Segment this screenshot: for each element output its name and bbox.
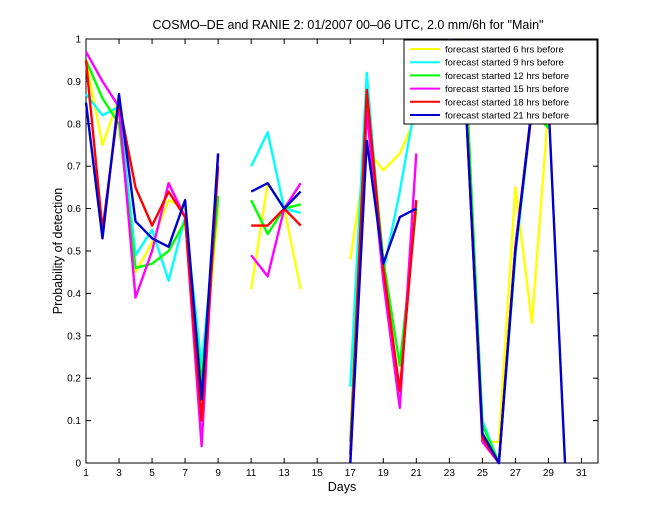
x-tick-label: 25 [477, 468, 489, 479]
y-tick-label: 0.1 [67, 416, 81, 427]
y-tick-label: 0 [75, 459, 81, 470]
y-tick-label: 0.8 [67, 119, 81, 130]
x-tick-label: 11 [246, 468, 257, 479]
x-tick-label: 21 [411, 468, 423, 479]
legend-box [403, 39, 598, 125]
y-tick-label: 0.2 [67, 374, 81, 385]
series-5-segment [251, 207, 302, 227]
x-axis-label: Days [328, 480, 356, 494]
series-2-segment [85, 93, 220, 367]
x-tick-label: 7 [182, 468, 188, 479]
x-tick-label: 3 [116, 468, 122, 479]
chart-title: COSMO–DE and RANIE 2: 01/2007 00–06 UTC,… [153, 18, 544, 32]
y-tick-label: 0.7 [67, 162, 81, 173]
x-tick-label: 15 [312, 468, 324, 479]
series-3-segment [250, 199, 301, 236]
x-tick-label: 19 [378, 468, 390, 479]
y-tick-label: 0.4 [67, 289, 81, 300]
x-tick-label: 17 [345, 468, 357, 479]
x-tick-label: 13 [279, 468, 291, 479]
y-tick-label: 1 [75, 35, 81, 46]
series-2-segment [250, 131, 301, 214]
series-6-segment [84, 92, 220, 401]
legend: forecast started 6 hrs before forecast st… [403, 39, 598, 125]
x-tick-label: 9 [215, 468, 221, 479]
y-tick-label: 0.6 [67, 204, 81, 215]
series-6-segment [349, 139, 417, 464]
legend-entry: forecast started 21 hrs before [445, 111, 569, 122]
x-tick-label: 1 [83, 468, 89, 479]
legend-entry: forecast started 15 hrs before [445, 84, 569, 95]
series-4-segment [84, 51, 220, 448]
x-tick-label: 23 [444, 468, 456, 479]
y-tick-label: 0.5 [67, 247, 81, 258]
legend-entry: forecast started 18 hrs before [445, 97, 569, 108]
legend-entry: forecast started 6 hrs before [445, 45, 564, 56]
y-axis-label: Probability of detection [51, 188, 65, 315]
x-tick-label: 31 [576, 468, 588, 479]
y-tick-label: 0.3 [67, 331, 81, 342]
x-tick-label: 27 [510, 468, 522, 479]
series-4-segment [250, 182, 302, 278]
y-tick-label: 0.9 [67, 77, 81, 88]
x-tick-label: 5 [149, 468, 155, 479]
legend-entry: forecast started 12 hrs before [445, 71, 569, 82]
x-tick-label: 29 [543, 468, 555, 479]
series-5-segment [349, 88, 418, 455]
axis-ticks: 1 3 5 7 9 11 13 15 17 19 21 23 25 27 29 3100.10.20.30.4… [67, 35, 598, 479]
series-6-segment [250, 181, 302, 210]
legend-entry: forecast started 9 hrs before [445, 58, 564, 69]
